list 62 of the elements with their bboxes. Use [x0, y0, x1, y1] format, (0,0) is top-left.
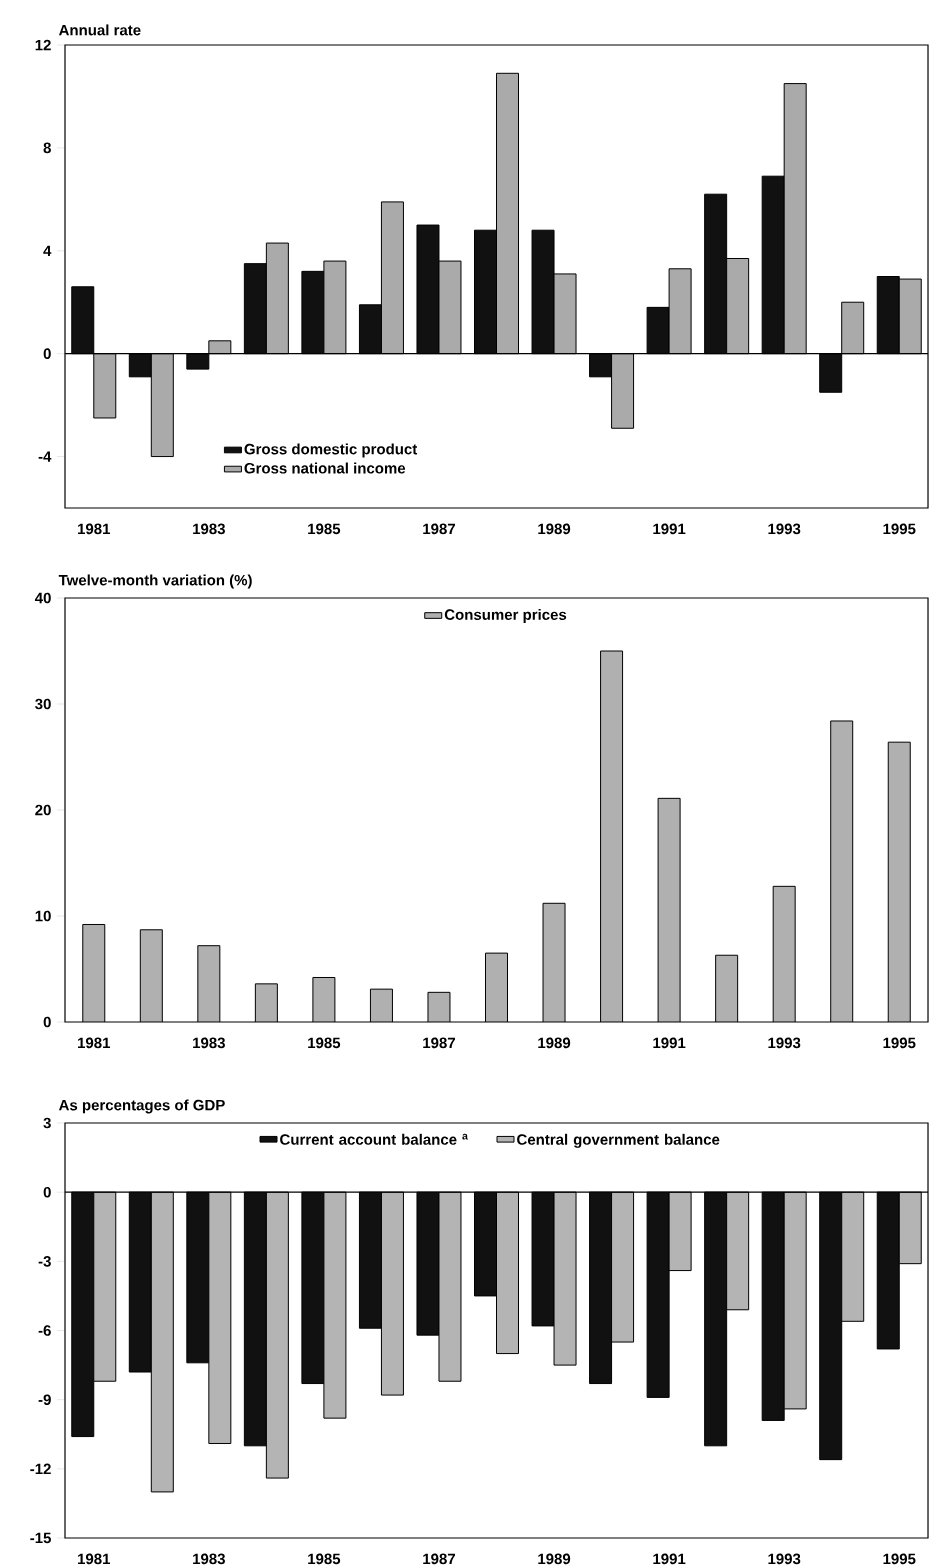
x-tick-label: 1989 — [538, 523, 571, 535]
chart-title: Annual rate — [58, 24, 141, 36]
chart-title: As percentages of GDP — [58, 1099, 225, 1114]
y-tick-label: -3 — [38, 1256, 51, 1267]
x-tick-label: 1987 — [423, 523, 455, 535]
x-tick-label: 1995 — [883, 1037, 916, 1049]
y-tick-label: -4 — [38, 451, 52, 462]
bar — [887, 741, 911, 1023]
y-tick-label: 0 — [43, 348, 51, 359]
x-tick-label: 1993 — [768, 1553, 801, 1565]
x-tick-label: 1987 — [423, 1553, 455, 1565]
bar — [197, 945, 221, 1023]
x-tick-label: 1993 — [768, 1037, 801, 1049]
x-tick-label: 1981 — [78, 1037, 111, 1049]
x-tick-label: 1981 — [78, 1553, 111, 1565]
y-tick-label: 10 — [35, 910, 51, 922]
x-tick-label: 1991 — [653, 523, 686, 535]
y-tick-label: 20 — [35, 804, 51, 816]
x-tick-label: 1985 — [308, 523, 341, 535]
x-tick-label: 1985 — [308, 1553, 341, 1565]
y-tick-label: 12 — [35, 39, 51, 51]
y-tick-label: 4 — [43, 245, 52, 256]
bar — [369, 988, 393, 1023]
chart-title: Twelve-month variation (%) — [58, 574, 252, 589]
bar — [657, 797, 681, 1023]
bar — [485, 952, 508, 1023]
bar — [82, 923, 106, 1023]
legend-label: Gross national income — [244, 462, 406, 474]
x-tick-label: 1991 — [653, 1037, 686, 1049]
bar — [830, 720, 854, 1023]
y-tick-label: -12 — [30, 1463, 51, 1475]
x-tick-label: 1995 — [883, 523, 916, 535]
y-tick-label: 8 — [43, 142, 51, 154]
y-tick-label: -9 — [38, 1394, 51, 1405]
x-tick-label: 1983 — [193, 523, 225, 535]
bar — [139, 929, 163, 1023]
x-tick-label: 1985 — [308, 1037, 341, 1049]
y-tick-label: 30 — [35, 698, 51, 710]
x-tick-label: 1989 — [538, 1037, 571, 1049]
bar — [600, 650, 624, 1023]
legend-label: Gross domestic product — [244, 443, 418, 458]
legend-label: Central government balance — [517, 1133, 720, 1148]
y-tick-label: 40 — [34, 592, 51, 604]
x-tick-label: 1993 — [768, 523, 801, 535]
x-tick-label: 1991 — [653, 1553, 686, 1565]
y-tick-label: 0 — [43, 1016, 51, 1028]
x-tick-label: 1987 — [423, 1037, 455, 1049]
bar — [254, 983, 278, 1023]
y-tick-label: -15 — [30, 1532, 51, 1544]
legend-label: Consumer prices — [444, 608, 567, 623]
x-tick-label: 1989 — [538, 1553, 571, 1565]
bar — [715, 954, 739, 1023]
x-tick-label: 1995 — [883, 1553, 916, 1565]
x-tick-label: 1983 — [193, 1037, 225, 1049]
y-tick-label: 3 — [43, 1117, 51, 1129]
x-tick-label: 1981 — [78, 523, 111, 535]
y-tick-label: -6 — [38, 1325, 51, 1336]
x-tick-label: 1983 — [193, 1553, 225, 1565]
legend-label: Current account balance $^{a}$ — [280, 1133, 468, 1145]
y-tick-label: 0 — [43, 1186, 51, 1198]
bar — [772, 885, 796, 1023]
bar — [542, 902, 566, 1023]
